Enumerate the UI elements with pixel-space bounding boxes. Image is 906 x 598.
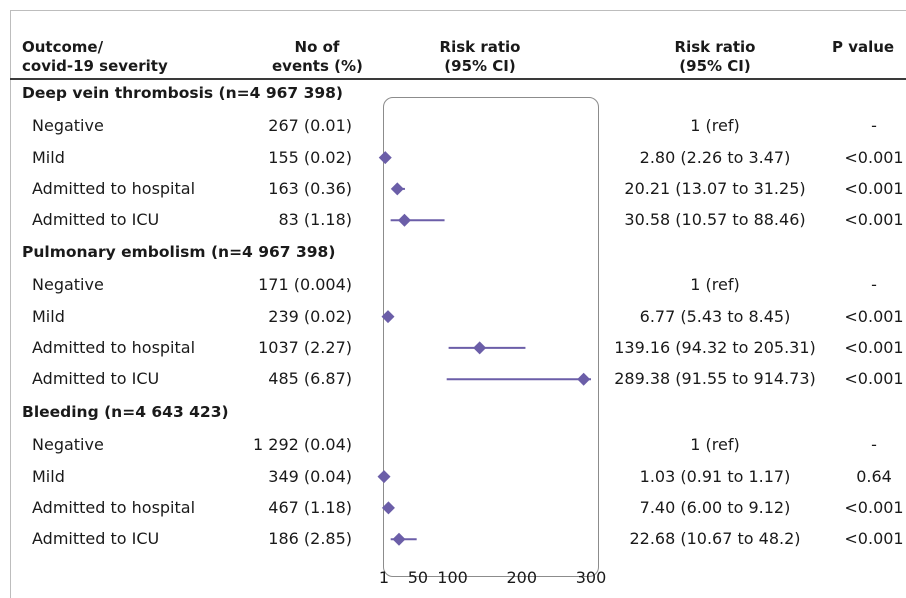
row-pvalue: <0.001 xyxy=(844,147,904,167)
row-label: Negative xyxy=(32,435,104,455)
x-tick-label: 300 xyxy=(575,568,607,587)
plot-panel xyxy=(383,97,599,577)
estimate-marker xyxy=(390,182,404,196)
row-pvalue: <0.001 xyxy=(844,210,904,230)
row-events: 267 (0.01) xyxy=(268,116,352,136)
row-pvalue: <0.001 xyxy=(844,369,904,389)
row-risk-ratio: 139.16 (94.32 to 205.31) xyxy=(614,337,816,357)
row-risk-ratio: 289.38 (91.55 to 914.73) xyxy=(614,369,816,389)
row-risk-ratio: 7.40 (6.00 to 9.12) xyxy=(639,497,791,517)
row-events: 349 (0.04) xyxy=(268,466,352,486)
row-events: 83 (1.18) xyxy=(278,210,352,230)
estimate-marker xyxy=(381,310,395,324)
estimate-marker xyxy=(381,501,395,515)
x-tick-label: 200 xyxy=(506,568,538,587)
row-events: 163 (0.36) xyxy=(268,178,352,198)
row-pvalue: - xyxy=(871,116,877,136)
row-events: 1 292 (0.04) xyxy=(253,435,352,455)
row-events: 171 (0.004) xyxy=(258,275,352,295)
row-events: 1037 (2.27) xyxy=(258,337,352,357)
row-label: Mild xyxy=(32,147,65,167)
row-events: 467 (1.18) xyxy=(268,497,352,517)
estimate-marker xyxy=(378,151,392,165)
row-risk-ratio: 2.80 (2.26 to 3.47) xyxy=(639,147,791,167)
row-label: Admitted to ICU xyxy=(32,369,160,389)
x-tick-label: 1 xyxy=(378,568,390,587)
row-events: 485 (6.87) xyxy=(268,369,352,389)
row-events: 239 (0.02) xyxy=(268,306,352,326)
estimate-marker xyxy=(397,213,411,227)
row-label: Mild xyxy=(32,466,65,486)
header-outcome: Outcome/ covid-19 severity xyxy=(22,38,168,75)
row-pvalue: <0.001 xyxy=(844,529,904,549)
header-risk-ratio: Risk ratio (95% CI) xyxy=(674,38,756,75)
row-risk-ratio: 1 (ref) xyxy=(690,116,740,136)
row-risk-ratio: 1 (ref) xyxy=(690,435,740,455)
row-label: Admitted to hospital xyxy=(32,497,196,517)
group-title: Pulmonary embolism (n=4 967 398) xyxy=(22,243,336,261)
row-label: Admitted to ICU xyxy=(32,529,160,549)
header-pvalue: P value xyxy=(832,38,895,56)
x-tick-label: 100 xyxy=(437,568,468,587)
estimate-marker xyxy=(473,341,487,355)
row-risk-ratio: 20.21 (13.07 to 31.25) xyxy=(624,178,806,198)
header-events: No of events (%) xyxy=(272,38,363,75)
row-label: Admitted to hospital xyxy=(32,337,196,357)
row-label: Mild xyxy=(32,306,65,326)
row-risk-ratio: 6.77 (5.43 to 8.45) xyxy=(639,306,791,326)
x-tick-label: 50 xyxy=(407,568,429,587)
estimate-marker xyxy=(577,372,591,386)
top-border xyxy=(10,10,906,11)
row-pvalue: <0.001 xyxy=(844,178,904,198)
row-pvalue: <0.001 xyxy=(844,306,904,326)
row-label: Admitted to ICU xyxy=(32,210,160,230)
row-label: Negative xyxy=(32,116,104,136)
row-pvalue: 0.64 xyxy=(856,466,892,486)
row-risk-ratio: 22.68 (10.67 to 48.2) xyxy=(629,529,801,549)
row-events: 155 (0.02) xyxy=(268,147,352,167)
row-pvalue: - xyxy=(871,435,877,455)
group-title: Deep vein thrombosis (n=4 967 398) xyxy=(22,84,344,102)
row-events: 186 (2.85) xyxy=(268,529,352,549)
group-title: Bleeding (n=4 643 423) xyxy=(22,403,229,421)
row-label: Negative xyxy=(32,275,104,295)
row-label: Admitted to hospital xyxy=(32,178,196,198)
row-pvalue: <0.001 xyxy=(844,497,904,517)
row-pvalue: - xyxy=(871,275,877,295)
estimate-marker xyxy=(377,470,391,484)
left-border xyxy=(10,10,11,598)
row-risk-ratio: 1 (ref) xyxy=(690,275,740,295)
header-plot: Risk ratio (95% CI) xyxy=(439,38,521,75)
row-risk-ratio: 30.58 (10.57 to 88.46) xyxy=(624,210,806,230)
estimate-marker xyxy=(392,532,406,546)
row-risk-ratio: 1.03 (0.91 to 1.17) xyxy=(639,466,791,486)
header-rule xyxy=(10,78,906,80)
row-pvalue: <0.001 xyxy=(844,337,904,357)
